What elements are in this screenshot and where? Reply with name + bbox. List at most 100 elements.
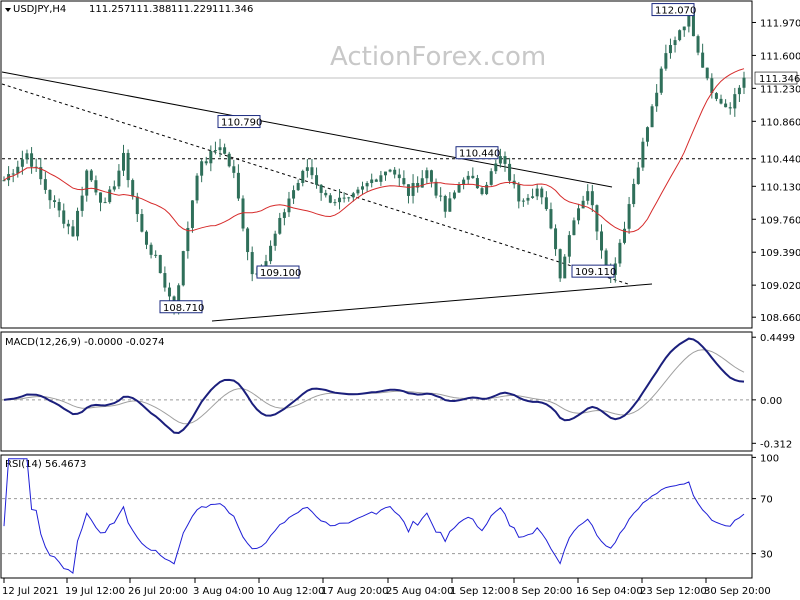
candle-body (508, 163, 512, 181)
candle-body (600, 231, 604, 251)
candle-body (655, 92, 659, 107)
collapse-arrow-icon[interactable] (5, 8, 11, 12)
price-annotation-box (455, 146, 499, 160)
price-annotation-box (571, 264, 615, 278)
price-levels (2, 77, 751, 160)
candle-body (43, 179, 47, 190)
candle-body (112, 186, 116, 190)
candle-body (305, 167, 309, 171)
price-tick-label: 111.970 (760, 18, 800, 29)
last-price-tag: 111.346 (754, 71, 800, 85)
candle-body (103, 202, 107, 204)
candle-body (701, 52, 705, 68)
candle-body (627, 204, 631, 229)
price-annotation-box (159, 300, 203, 314)
candle-body (383, 171, 387, 176)
candle-body (186, 227, 190, 252)
time-tick-label: 10 Aug 12:00 (257, 586, 324, 597)
candle-body (554, 228, 558, 250)
candle-body (200, 161, 204, 176)
candle-body (292, 190, 296, 199)
candle-body (397, 174, 401, 179)
candle-body (659, 68, 663, 93)
macd-tick-label: -0.312 (760, 439, 792, 450)
rsi-panel-frame (0, 454, 753, 579)
ohlc-low: 111.229 (171, 4, 212, 15)
candle-body (301, 170, 305, 183)
ohlc-high: 111.388 (130, 4, 171, 15)
candle-body (503, 156, 507, 164)
candle-body (209, 151, 213, 164)
candle-body (342, 197, 346, 199)
candle-body (181, 251, 185, 286)
candle-body (223, 147, 227, 154)
candle-body (480, 188, 484, 195)
price-tick-label: 110.130 (760, 182, 800, 193)
time-tick-label: 17 Aug 20:00 (321, 586, 388, 597)
candle-body (710, 78, 714, 94)
candle-body (691, 11, 695, 37)
candle-body (66, 223, 70, 227)
candle-body (319, 184, 323, 193)
candle-body (489, 171, 493, 185)
candle-body (577, 208, 581, 221)
candle-body (457, 184, 461, 193)
candle-body (370, 179, 374, 184)
candle-body (494, 163, 498, 172)
candle-body (439, 195, 443, 197)
candle-body (393, 169, 397, 175)
candle-body (733, 94, 737, 109)
candle-body (563, 256, 567, 279)
price-annotation-label: 109.100 (260, 268, 301, 279)
candle-body (227, 153, 231, 167)
candle-body (737, 87, 741, 95)
candle-body (94, 180, 98, 193)
candle-body (521, 200, 525, 202)
candle-body (16, 166, 20, 174)
candle-body (719, 98, 723, 104)
candle-body (388, 169, 392, 172)
candle-body (402, 178, 406, 185)
candle-body (57, 202, 61, 211)
candle-body (282, 212, 286, 218)
price-tick-label: 109.760 (760, 215, 800, 226)
time-tick-label: 25 Aug 04:00 (386, 586, 453, 597)
candle-body (48, 189, 52, 201)
price-tick-label: 111.230 (760, 84, 800, 95)
price-annotation-box (217, 115, 261, 129)
candle-body (544, 197, 548, 210)
candle-body (471, 175, 475, 179)
candle-body (682, 26, 686, 31)
price-annotation-label: 112.070 (655, 6, 696, 17)
candle-body (558, 249, 562, 279)
candle-body (365, 183, 369, 187)
price-annotations: 110.790 109.100 108.710 110.440 109.110 112.0… (159, 3, 696, 314)
candle-body (742, 77, 746, 88)
candle-body (728, 107, 732, 109)
candle-body (632, 183, 636, 205)
candle-body (641, 141, 645, 168)
candle-body (140, 214, 144, 232)
price-tick-label: 109.020 (760, 281, 800, 292)
time-tick-label: 26 Jul 20:00 (128, 586, 188, 597)
candle-body (581, 200, 585, 209)
macd-axis: 0.4499 0.00 -0.312 (752, 333, 795, 450)
watermark: ActionForex.com (330, 42, 546, 72)
candle-body (466, 175, 470, 180)
price-annotation-label: 108.710 (163, 303, 204, 314)
candle-body (347, 197, 351, 199)
candle-body (310, 167, 314, 176)
time-tick-label: 3 Aug 04:00 (193, 586, 254, 597)
macd-tick-label: 0.4499 (760, 333, 795, 344)
price-annotation-label: 110.790 (221, 118, 262, 129)
candle-body (590, 191, 594, 206)
candle-body (163, 273, 167, 288)
time-axis: 12 Jul 2021 19 Jul 12:00 26 Jul 20:00 3 Aug… (2, 578, 771, 597)
candle-body (158, 255, 162, 274)
symbol-header: USDJPY,H4 (13, 4, 66, 15)
candle-body (177, 285, 181, 312)
price-axis: 111.970 111.600 111.230 110.860 110.440 110.1… (752, 18, 800, 324)
candle-body (190, 200, 194, 228)
price-annotation-label: 109.110 (575, 267, 616, 278)
last-price-box (754, 71, 798, 85)
